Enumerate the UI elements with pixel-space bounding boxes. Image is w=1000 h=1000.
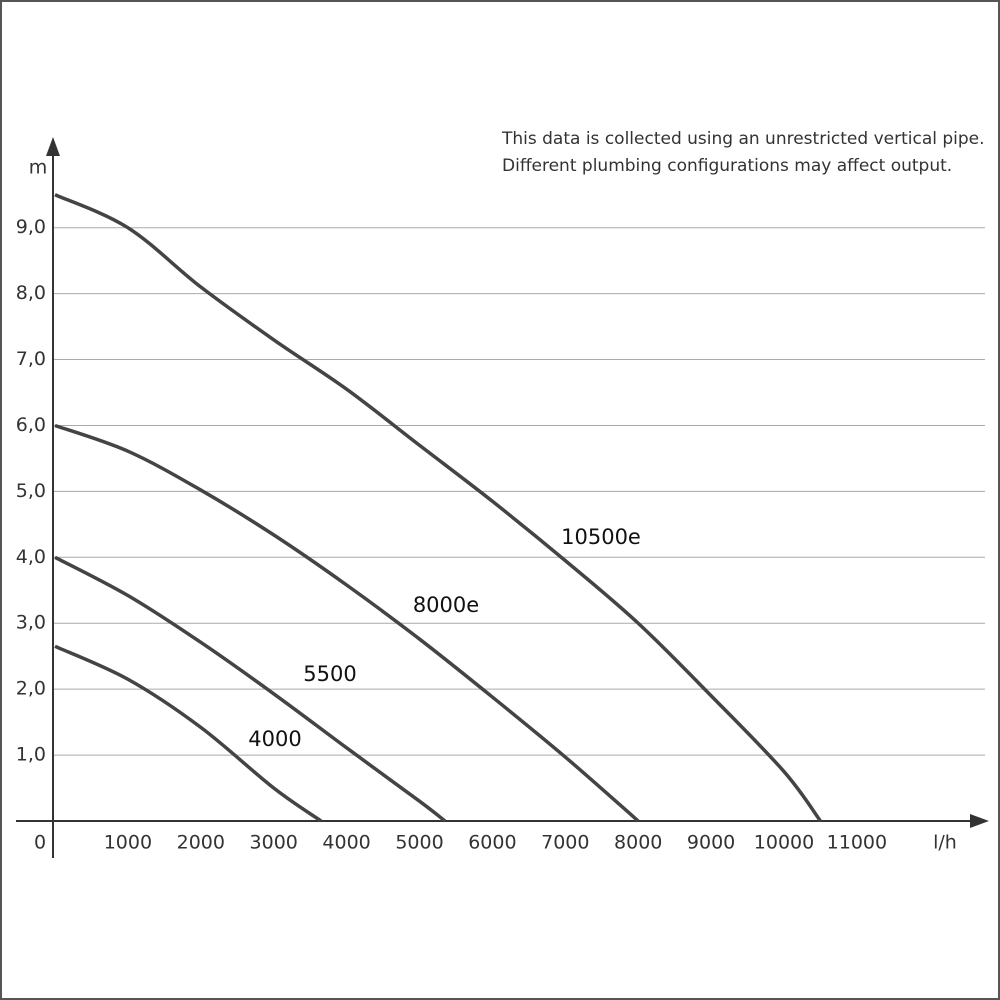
y-axis-label: m: [29, 157, 48, 179]
x-tick-label: 10000: [754, 832, 814, 854]
x-tick-label: 9000: [687, 832, 735, 854]
x-tick-label: 8000: [614, 832, 662, 854]
series-label: 10500e: [561, 525, 641, 549]
x-tick-label: 5000: [395, 832, 443, 854]
y-tick-label: 5,0: [16, 480, 46, 502]
series-label: 5500: [303, 662, 356, 686]
y-tick-label: 3,0: [16, 612, 46, 634]
annotation: This data is collected using an unrestri…: [501, 129, 985, 149]
x-axis-arrow: [970, 814, 989, 828]
pump-curve: [54, 193, 822, 823]
y-tick-label: 4,0: [16, 546, 46, 568]
x-tick-label: 3000: [250, 832, 298, 854]
x-tick-label: 2000: [177, 832, 225, 854]
grid: [53, 227, 985, 756]
x-tick-label: 4000: [322, 832, 370, 854]
y-axis-arrow: [46, 137, 60, 156]
y-tick-label: 8,0: [16, 282, 46, 304]
x-tick-label: 11000: [827, 832, 887, 854]
pump-curve: [54, 555, 447, 823]
annotation: Different plumbing configurations may af…: [502, 156, 952, 176]
x-tick-label: 1000: [104, 832, 152, 854]
x-axis-label: l/h: [933, 832, 957, 854]
pump-curve: [54, 644, 323, 823]
y-tick-label: 1,0: [16, 744, 46, 766]
series-label: 8000e: [413, 593, 479, 617]
y-tick-label: 9,0: [16, 216, 46, 238]
x-tick-label: 0: [34, 832, 46, 854]
pump-curve: [54, 423, 640, 823]
x-tick-label: 7000: [541, 832, 589, 854]
y-tick-label: 2,0: [16, 678, 46, 700]
y-tick-label: 7,0: [16, 348, 46, 370]
series-label: 4000: [248, 727, 301, 751]
x-tick-label: 6000: [468, 832, 516, 854]
y-tick-label: 6,0: [16, 414, 46, 436]
